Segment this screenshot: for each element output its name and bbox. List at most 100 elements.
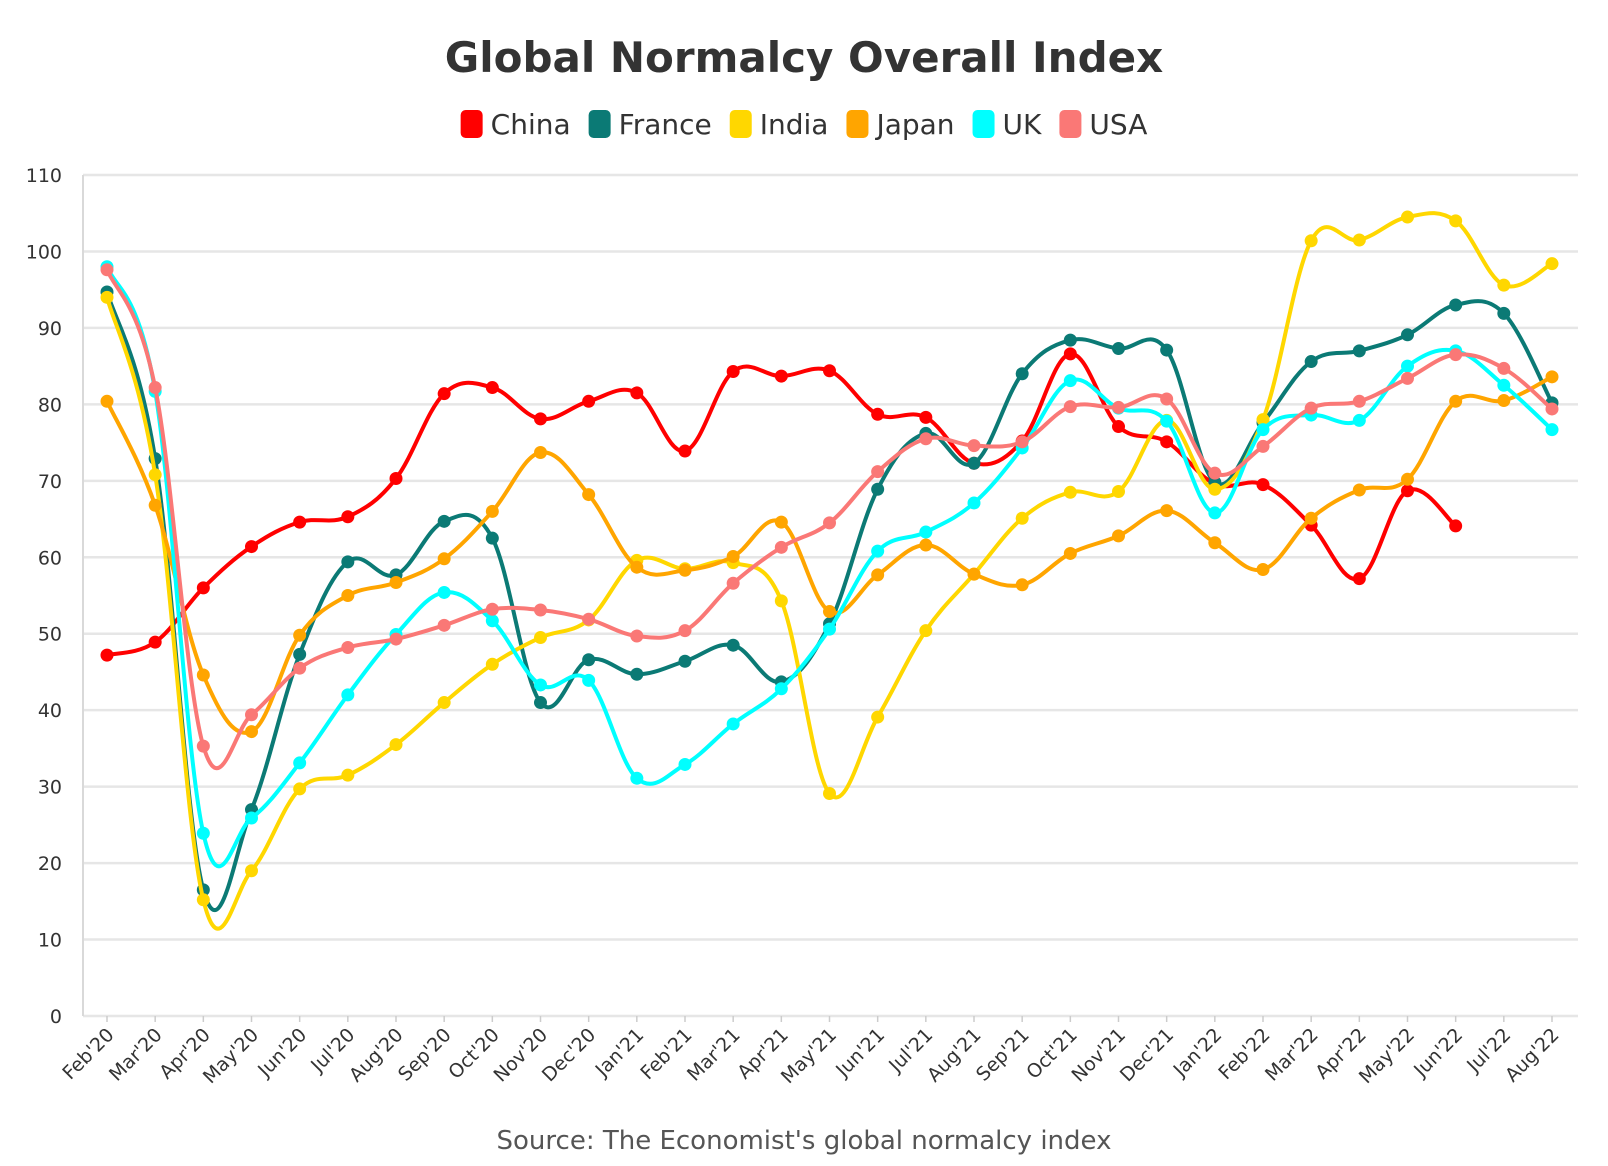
data-point-india[interactable] — [100, 290, 114, 304]
data-point-india[interactable] — [1352, 233, 1366, 247]
data-point-france[interactable] — [341, 555, 355, 569]
data-point-uk[interactable] — [582, 673, 596, 687]
data-point-india[interactable] — [1256, 413, 1270, 427]
data-point-china[interactable] — [919, 410, 933, 424]
legend-item[interactable]: India — [729, 108, 829, 141]
data-point-india[interactable] — [534, 631, 547, 645]
data-point-usa[interactable] — [823, 516, 836, 530]
data-point-usa[interactable] — [1063, 400, 1077, 414]
data-point-usa[interactable] — [1449, 348, 1463, 362]
data-point-uk[interactable] — [967, 496, 981, 510]
data-point-usa[interactable] — [100, 263, 114, 277]
data-point-france[interactable] — [678, 654, 692, 668]
data-point-india[interactable] — [919, 624, 933, 638]
data-point-uk[interactable] — [437, 585, 451, 599]
data-point-india[interactable] — [341, 768, 355, 782]
data-point-china[interactable] — [1256, 478, 1270, 492]
data-point-usa[interactable] — [341, 640, 355, 654]
data-point-france[interactable] — [1015, 367, 1029, 381]
data-point-japan[interactable] — [196, 668, 210, 682]
data-point-china[interactable] — [100, 648, 114, 662]
data-point-usa[interactable] — [1015, 435, 1029, 449]
data-point-india[interactable] — [1063, 485, 1077, 499]
data-point-china[interactable] — [582, 394, 596, 408]
data-point-china[interactable] — [774, 369, 788, 383]
data-point-japan[interactable] — [1063, 546, 1077, 560]
data-point-france[interactable] — [967, 456, 981, 470]
data-point-japan[interactable] — [1497, 394, 1511, 408]
data-point-india[interactable] — [148, 468, 162, 482]
data-point-japan[interactable] — [823, 605, 836, 619]
data-point-uk[interactable] — [196, 826, 210, 840]
data-point-japan[interactable] — [1401, 472, 1414, 486]
data-point-usa[interactable] — [245, 708, 258, 722]
data-point-india[interactable] — [389, 738, 403, 752]
data-point-usa[interactable] — [967, 439, 981, 453]
data-point-usa[interactable] — [534, 603, 547, 617]
data-point-france[interactable] — [1449, 298, 1463, 312]
data-point-usa[interactable] — [582, 612, 596, 626]
data-point-usa[interactable] — [1160, 392, 1174, 406]
data-point-japan[interactable] — [148, 498, 162, 512]
data-point-japan[interactable] — [582, 488, 596, 502]
data-point-china[interactable] — [1401, 484, 1414, 498]
data-point-india[interactable] — [1304, 234, 1318, 248]
data-point-uk[interactable] — [919, 525, 933, 539]
data-point-india[interactable] — [1401, 210, 1414, 224]
data-point-japan[interactable] — [1015, 578, 1029, 592]
data-point-china[interactable] — [1449, 519, 1463, 533]
data-point-france[interactable] — [630, 667, 644, 681]
data-point-china[interactable] — [437, 387, 451, 401]
data-point-japan[interactable] — [389, 576, 403, 590]
data-point-france[interactable] — [1304, 355, 1318, 369]
data-point-usa[interactable] — [485, 602, 499, 616]
legend-item[interactable]: Japan — [846, 108, 955, 141]
data-point-china[interactable] — [1160, 435, 1174, 449]
data-point-usa[interactable] — [196, 739, 210, 753]
data-point-usa[interactable] — [389, 632, 403, 646]
data-point-china[interactable] — [823, 364, 836, 378]
data-point-usa[interactable] — [1497, 361, 1511, 375]
data-point-usa[interactable] — [1112, 400, 1125, 414]
data-point-japan[interactable] — [630, 560, 644, 574]
data-point-india[interactable] — [774, 594, 788, 608]
data-point-india[interactable] — [1449, 214, 1463, 228]
data-point-india[interactable] — [1497, 278, 1511, 292]
data-point-japan[interactable] — [534, 446, 547, 460]
data-point-france[interactable] — [1063, 333, 1077, 347]
data-point-india[interactable] — [485, 657, 499, 671]
legend-item[interactable]: China — [460, 108, 571, 141]
data-point-uk[interactable] — [1256, 423, 1270, 437]
data-point-china[interactable] — [485, 381, 499, 395]
data-point-usa[interactable] — [919, 432, 933, 446]
data-point-france[interactable] — [1112, 342, 1125, 356]
data-point-india[interactable] — [871, 710, 885, 724]
data-point-japan[interactable] — [1256, 563, 1270, 577]
legend-item[interactable]: France — [588, 108, 712, 141]
legend-item[interactable]: UK — [972, 108, 1042, 141]
data-point-uk[interactable] — [1352, 413, 1366, 427]
data-point-uk[interactable] — [485, 614, 499, 628]
data-point-uk[interactable] — [293, 756, 307, 770]
data-point-uk[interactable] — [678, 757, 692, 771]
data-point-france[interactable] — [1497, 306, 1511, 320]
data-point-uk[interactable] — [823, 622, 836, 636]
data-point-uk[interactable] — [1401, 359, 1414, 373]
data-point-uk[interactable] — [871, 544, 885, 558]
data-point-japan[interactable] — [1112, 529, 1125, 543]
data-point-china[interactable] — [293, 515, 307, 529]
data-point-uk[interactable] — [1497, 378, 1511, 392]
data-point-china[interactable] — [726, 364, 740, 378]
data-point-usa[interactable] — [1256, 439, 1270, 453]
data-point-china[interactable] — [1063, 347, 1077, 361]
data-point-india[interactable] — [1545, 257, 1559, 271]
data-point-france[interactable] — [1401, 328, 1414, 342]
data-point-japan[interactable] — [1208, 536, 1222, 550]
data-point-japan[interactable] — [919, 538, 933, 552]
data-point-japan[interactable] — [1304, 511, 1318, 525]
data-point-usa[interactable] — [630, 629, 644, 643]
data-point-uk[interactable] — [1160, 414, 1174, 428]
data-point-india[interactable] — [437, 696, 451, 710]
data-point-france[interactable] — [293, 647, 307, 661]
data-point-china[interactable] — [630, 386, 644, 400]
